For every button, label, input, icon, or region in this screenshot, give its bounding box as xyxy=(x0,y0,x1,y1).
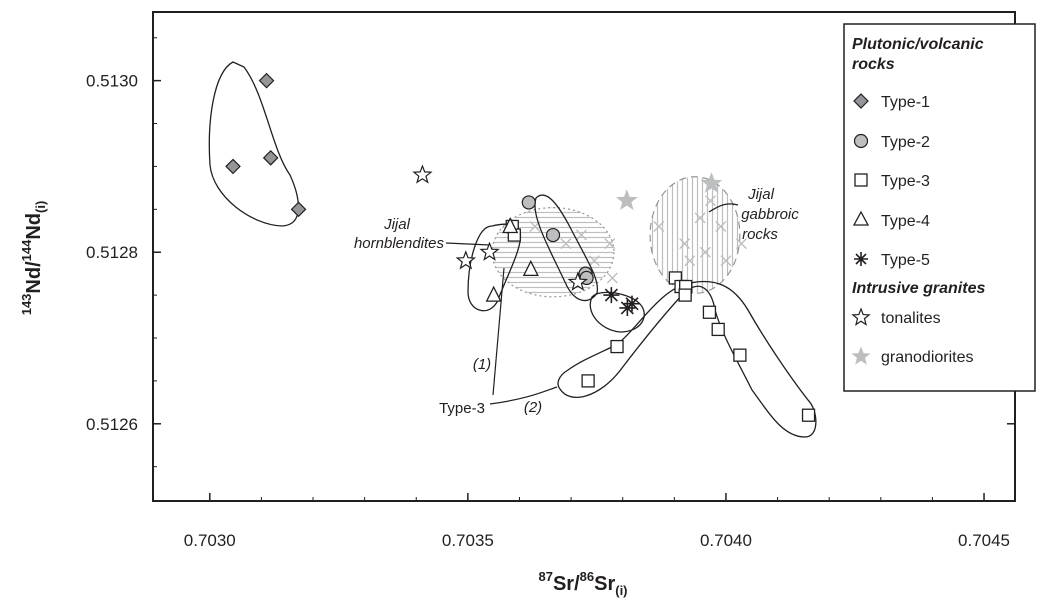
type3-leader-1 xyxy=(492,267,505,396)
gabbroic-label-3: rocks xyxy=(742,226,778,243)
point-type-4-1 xyxy=(522,259,539,277)
point-type-3-10 xyxy=(733,348,747,362)
region-mark-0 xyxy=(575,229,587,241)
region-mark-2 xyxy=(588,255,600,267)
point-type-3-11 xyxy=(801,408,816,422)
square-icon xyxy=(854,173,868,187)
region-mark-8 xyxy=(704,195,716,207)
y-axis-title: 143Nd/144Nd(i) xyxy=(19,201,48,316)
point-type-1-2 xyxy=(262,149,279,166)
legend-item-tonalites: tonalites xyxy=(851,307,941,327)
point-granodiorites-1 xyxy=(700,172,723,193)
region-1 xyxy=(649,176,741,294)
y-tick-label-2: 0.5130 xyxy=(86,72,138,91)
asterisk-icon xyxy=(854,252,868,266)
triangle-icon xyxy=(852,210,870,226)
point-type-4-2 xyxy=(502,217,519,234)
point-type-3-8 xyxy=(702,305,717,319)
type3-callout-label: Type-3 xyxy=(439,400,485,417)
region-mark-9 xyxy=(715,220,727,232)
point-type-3-7 xyxy=(678,288,692,302)
legend-label-type2: Type-2 xyxy=(881,134,930,151)
legend-label-type5: Type-5 xyxy=(881,252,930,269)
legend-box xyxy=(843,23,1036,392)
group-label-2: (2) xyxy=(524,399,542,416)
axis-ticks: 0.7030 0.7035 0.7040 0.7045 0.5126 0.5128 0.51… xyxy=(86,37,1015,550)
envelope-type3-2 xyxy=(557,280,817,438)
region-mark-13 xyxy=(699,246,711,258)
point-tonalites-0 xyxy=(412,164,433,184)
legend-item-type2: Type-2 xyxy=(853,133,930,151)
legend-item-type5: Type-5 xyxy=(854,252,930,269)
region-mark-6 xyxy=(679,238,691,250)
legend-heading-plutonic: Plutonic/volcanic xyxy=(852,36,984,53)
point-type-5-0 xyxy=(603,287,620,304)
legend-item-type3: Type-3 xyxy=(854,173,930,190)
legend-label-type3: Type-3 xyxy=(881,173,930,190)
point-type-5-2 xyxy=(624,295,641,312)
point-tonalites-1 xyxy=(455,250,477,270)
region-mark-10 xyxy=(684,255,696,267)
y-tick-label-0: 0.5126 xyxy=(86,415,138,434)
point-type-1-0 xyxy=(225,158,241,175)
region-mark-3 xyxy=(560,238,572,250)
legend: Plutonic/volcanic rocks Type-1 Type-2 Ty… xyxy=(843,23,1036,392)
region-mark-11 xyxy=(720,255,732,267)
hornblendites-label-1: Jijal xyxy=(383,216,411,233)
point-type-3-3 xyxy=(610,339,624,354)
star-filled-icon xyxy=(851,346,871,365)
point-type-1-1 xyxy=(258,72,275,89)
legend-label-tonalites: tonalites xyxy=(881,310,941,327)
region-mark-12 xyxy=(653,220,665,232)
star-outline-icon xyxy=(851,307,871,326)
x-axis-title: 87Sr/86Sr(i) xyxy=(538,569,627,598)
point-type-2-1 xyxy=(545,227,561,243)
hornblendites-leader xyxy=(445,242,491,246)
diamond-icon xyxy=(853,93,869,109)
region-mark-5 xyxy=(606,272,618,284)
group-label-1: (1) xyxy=(473,356,491,373)
x-tick-label-1: 0.7035 xyxy=(442,531,494,550)
point-granodiorites-0 xyxy=(615,189,638,210)
legend-label-type4: Type-4 xyxy=(881,213,930,230)
x-tick-label-3: 0.7045 xyxy=(958,531,1010,550)
type3-leader-2 xyxy=(489,386,558,405)
region-mark-14 xyxy=(735,238,747,250)
gabbroic-leader xyxy=(708,203,739,213)
legend-item-type1: Type-1 xyxy=(853,93,930,111)
point-type-4-0 xyxy=(485,285,502,302)
gabbroic-label-2: gabbroic xyxy=(741,206,799,223)
point-type-2-0 xyxy=(521,195,536,210)
legend-heading-granites: Intrusive granites xyxy=(852,280,985,297)
circle-icon xyxy=(853,133,869,149)
envelope-type1 xyxy=(208,61,300,227)
legend-heading-plutonic-2: rocks xyxy=(852,56,895,73)
y-tick-label-1: 0.5128 xyxy=(86,243,138,262)
x-tick-label-0: 0.7030 xyxy=(184,531,236,550)
legend-item-type4: Type-4 xyxy=(852,210,930,230)
x-tick-label-2: 0.7040 xyxy=(700,531,752,550)
region-mark-1 xyxy=(604,238,616,250)
region-mark-7 xyxy=(694,212,706,224)
point-tonalites-3 xyxy=(567,271,589,291)
legend-label-granodiorites: granodiorites xyxy=(881,349,974,366)
legend-label-type1: Type-1 xyxy=(881,94,930,111)
reference-regions xyxy=(491,176,747,298)
data-points xyxy=(225,72,816,422)
point-tonalites-2 xyxy=(479,241,500,261)
point-type-3-9 xyxy=(711,322,725,337)
legend-item-granodiorites: granodiorites xyxy=(851,346,974,366)
hornblendites-label-2: hornblendites xyxy=(354,235,445,252)
point-type-1-3 xyxy=(290,201,307,218)
point-type-3-2 xyxy=(581,374,595,388)
gabbroic-label-1: Jijal xyxy=(747,186,775,203)
callout-leaders xyxy=(445,203,739,405)
envelope-type5 xyxy=(589,291,645,333)
